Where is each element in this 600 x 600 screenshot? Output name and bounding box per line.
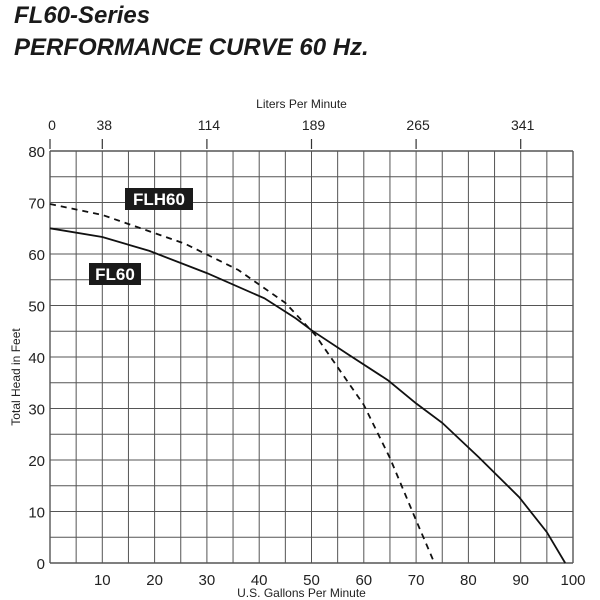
y-axis-label: Total Head in Feet	[9, 328, 23, 426]
x-tick-label: 80	[460, 572, 477, 589]
x2-tick-label: 38	[97, 117, 113, 133]
series-label-fl60: FL60	[95, 265, 135, 284]
y-tick-label: 70	[28, 196, 45, 213]
y-tick-label: 10	[28, 505, 45, 522]
x-axis-label: U.S. Gallons Per Minute	[237, 586, 366, 600]
x-tick-label: 30	[199, 572, 216, 589]
series-line-fl60	[49, 227, 566, 564]
series-label-box	[89, 263, 141, 285]
y-tick-label: 40	[28, 350, 45, 367]
x-tick-label: 50	[303, 572, 320, 589]
x-tick-label: 40	[251, 572, 268, 589]
title-curve: PERFORMANCE CURVE 60 Hz.	[14, 34, 369, 61]
x2-tick-label: 341	[511, 117, 535, 133]
y-tick-label: 50	[28, 299, 45, 316]
x2-tick-label: 114	[198, 117, 221, 133]
x2-tick-label: 265	[406, 117, 430, 133]
y-tick-label: 80	[28, 144, 45, 161]
series-label-box	[125, 188, 193, 210]
series-label-flh60: FLH60	[133, 190, 185, 209]
x2-axis-label: Liters Per Minute	[256, 97, 347, 111]
x2-tick-label: 189	[302, 117, 326, 133]
x2-tick-label: 0	[48, 117, 56, 133]
y-tick-label: 20	[28, 453, 45, 470]
x-tick-label: 10	[94, 572, 111, 589]
x-tick-label: 70	[408, 572, 425, 589]
y-tick-label: 30	[28, 402, 45, 419]
x-tick-label: 100	[560, 572, 585, 589]
y-tick-label: 0	[37, 556, 45, 573]
x-tick-label: 90	[512, 572, 529, 589]
x-tick-label: 20	[146, 572, 163, 589]
title-series: FL60-Series	[14, 2, 151, 29]
x-tick-label: 60	[355, 572, 372, 589]
series-line-flh60	[49, 203, 436, 564]
y-tick-label: 60	[28, 247, 45, 264]
